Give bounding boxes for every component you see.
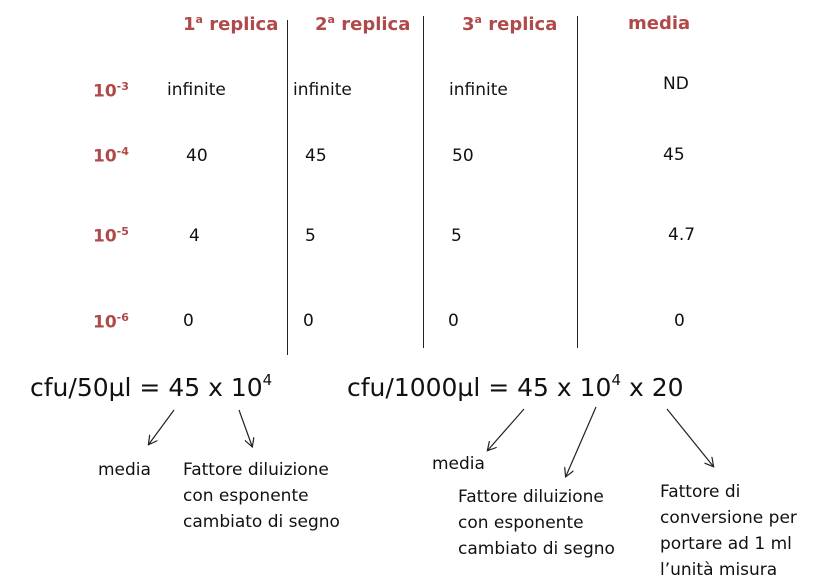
table-cell: 4 <box>189 226 200 246</box>
arrow-to-fattore-conversione <box>666 408 713 466</box>
table-cell: 0 <box>303 311 314 331</box>
header-replica-2: 2a replica <box>315 13 411 35</box>
table-cell: infinite <box>293 80 352 100</box>
table-cell: 0 <box>674 311 685 331</box>
table-cell: infinite <box>449 80 508 100</box>
note-media: media <box>432 454 485 474</box>
table-cell: 0 <box>448 311 459 331</box>
dilution-label: 10-6 <box>93 311 129 333</box>
note-fattore-diluizione: Fattore diluizione con esponente cambiat… <box>458 487 615 559</box>
dilution-label: 10-5 <box>93 225 129 247</box>
column-divider <box>423 16 424 348</box>
header-replica-3: 3a replica <box>462 13 558 35</box>
column-divider <box>287 20 288 355</box>
table-cell: 50 <box>452 146 474 166</box>
note-media: media <box>98 460 151 480</box>
header-media: media <box>628 13 691 34</box>
table-cell: 0 <box>183 311 194 331</box>
table-cell: infinite <box>167 80 226 100</box>
arrow-to-media <box>488 408 525 450</box>
header-replica-1: 1a replica <box>183 13 279 35</box>
column-divider <box>577 16 578 348</box>
arrow-to-fattore-diluizione <box>238 409 252 446</box>
arrow-to-fattore-diluizione <box>566 406 597 476</box>
dilution-label: 10-3 <box>93 80 129 102</box>
table-cell: 40 <box>186 146 208 166</box>
dilution-label: 10-4 <box>93 145 129 167</box>
note-fattore-conversione: Fattore di conversione per portare ad 1 … <box>660 482 797 580</box>
formula-cfu-50ul: cfu/50µl = 45 x 104 <box>30 371 273 402</box>
formula-cfu-1000ul: cfu/1000µl = 45 x 104 x 20 <box>347 371 684 402</box>
arrow-to-media <box>149 409 175 444</box>
table-cell: 5 <box>451 226 462 246</box>
table-cell: 45 <box>663 145 685 165</box>
note-fattore-diluizione: Fattore diluizione con esponente cambiat… <box>183 460 340 532</box>
table-cell: ND <box>663 74 689 94</box>
table-cell: 45 <box>305 146 327 166</box>
table-cell: 4.7 <box>668 225 696 245</box>
table-cell: 5 <box>305 226 316 246</box>
